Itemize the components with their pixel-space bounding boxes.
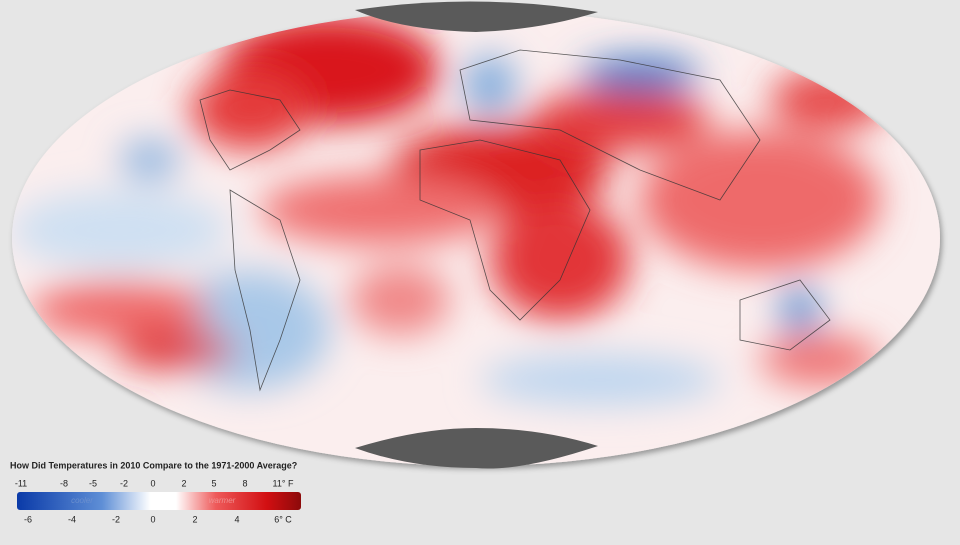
fahrenheit-label: -11 [15, 478, 27, 488]
fahrenheit-label: 2 [181, 478, 186, 488]
celsius-label: -6 [24, 514, 32, 524]
fahrenheit-label: -8 [60, 478, 68, 488]
celsius-label: 6° C [274, 514, 292, 524]
celsius-label: 0 [150, 514, 155, 524]
celsius-label: 2 [192, 514, 197, 524]
celsius-label: 4 [234, 514, 239, 524]
legend-title: How Did Temperatures in 2010 Compare to … [10, 460, 297, 470]
warmer-label: warmer [209, 496, 236, 505]
temperature-field [12, 15, 890, 405]
fahrenheit-label: 11° F [273, 478, 294, 488]
fahrenheit-label: -5 [89, 478, 97, 488]
celsius-label: -2 [112, 514, 120, 524]
south-cap [355, 428, 598, 469]
cooler-label: cooler [71, 496, 93, 505]
color-scale [17, 492, 301, 510]
fahrenheit-label: 5 [211, 478, 216, 488]
north-cap [355, 1, 598, 32]
fahrenheit-label: 0 [150, 478, 155, 488]
celsius-label: -4 [68, 514, 76, 524]
fahrenheit-label: 8 [242, 478, 247, 488]
fahrenheit-label: -2 [120, 478, 128, 488]
